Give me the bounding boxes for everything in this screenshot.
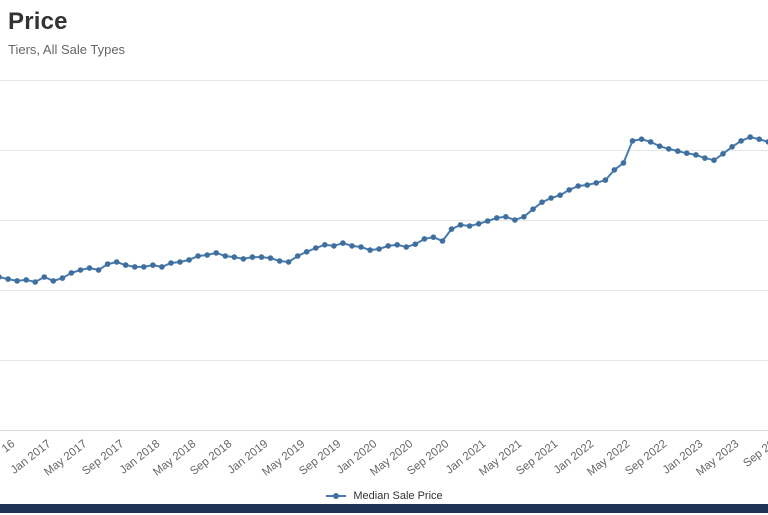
data-point-marker: [241, 256, 247, 262]
data-point-marker: [449, 226, 455, 232]
data-point-marker: [250, 254, 256, 260]
data-point-marker: [485, 218, 491, 224]
data-point-marker: [159, 264, 165, 270]
data-point-marker: [349, 243, 355, 249]
data-point-marker: [367, 247, 373, 253]
data-point-marker: [684, 150, 690, 156]
data-point-marker: [720, 151, 726, 157]
data-point-marker: [385, 243, 391, 249]
data-point-marker: [204, 252, 210, 258]
data-point-marker: [566, 187, 572, 193]
data-point-marker: [594, 180, 600, 186]
data-point-marker: [14, 278, 20, 284]
data-point-marker: [693, 152, 699, 158]
data-point-marker: [422, 236, 428, 242]
data-point-marker: [503, 214, 509, 220]
data-point-marker: [141, 264, 147, 270]
data-point-marker: [286, 259, 292, 265]
data-point-marker: [105, 261, 111, 267]
footer-bar: [0, 504, 768, 513]
data-point-marker: [42, 274, 48, 280]
data-point-marker: [340, 240, 346, 246]
data-point-marker: [60, 275, 66, 281]
data-point-marker: [612, 167, 618, 173]
data-point-marker: [69, 270, 75, 276]
data-point-marker: [295, 253, 301, 259]
data-point-marker: [467, 223, 473, 229]
data-point-marker: [557, 192, 563, 198]
data-point-marker: [575, 183, 581, 189]
gridlines: [0, 81, 768, 431]
data-point-marker: [23, 277, 29, 283]
data-point-marker: [186, 257, 192, 263]
data-point-marker: [277, 258, 283, 264]
legend: Median Sale Price: [0, 487, 768, 505]
data-point-marker: [675, 148, 681, 154]
data-point-marker: [177, 259, 183, 265]
data-point-marker: [32, 279, 38, 285]
data-point-marker: [168, 260, 174, 266]
data-point-marker: [132, 264, 138, 270]
data-point-marker: [476, 221, 482, 227]
data-point-marker: [0, 274, 2, 280]
data-point-marker: [512, 217, 518, 223]
data-point-marker: [530, 206, 536, 212]
data-point-marker: [51, 278, 57, 284]
data-point-marker: [5, 276, 11, 282]
data-point-marker: [458, 222, 464, 228]
data-point-marker: [621, 160, 627, 166]
data-point-marker: [259, 254, 265, 260]
data-point-marker: [87, 265, 93, 271]
data-point-marker: [322, 242, 328, 248]
data-point-marker: [738, 138, 744, 144]
data-point-marker: [603, 177, 609, 183]
data-point-marker: [548, 195, 554, 201]
data-point-marker: [123, 262, 129, 268]
data-point-marker: [440, 238, 446, 244]
price-line-chart: [0, 0, 768, 440]
data-point-marker: [358, 244, 364, 250]
data-point-marker: [114, 259, 120, 265]
data-point-marker: [313, 245, 319, 251]
data-point-marker: [539, 199, 545, 205]
data-point-marker: [648, 139, 654, 145]
data-point-marker: [413, 241, 419, 247]
data-point-marker: [585, 182, 591, 188]
series-median-sale-price: [0, 134, 768, 285]
data-point-marker: [521, 214, 527, 220]
data-point-marker: [232, 254, 238, 260]
data-point-marker: [394, 242, 400, 248]
data-point-marker: [78, 267, 84, 273]
data-point-marker: [666, 146, 672, 152]
data-point-marker: [702, 155, 708, 161]
data-point-marker: [747, 134, 753, 140]
data-point-marker: [404, 244, 410, 250]
data-point-marker: [431, 234, 437, 240]
data-point-marker: [331, 243, 337, 249]
data-point-marker: [223, 253, 229, 259]
data-point-marker: [213, 250, 219, 256]
data-point-marker: [304, 249, 310, 255]
data-point-marker: [376, 246, 382, 252]
data-point-marker: [657, 143, 663, 149]
data-point-marker: [639, 136, 645, 142]
data-point-marker: [630, 138, 636, 144]
data-point-marker: [729, 144, 735, 150]
data-point-marker: [756, 136, 762, 142]
data-point-marker: [711, 157, 717, 163]
data-point-marker: [150, 262, 156, 268]
data-point-marker: [268, 255, 274, 261]
data-point-marker: [195, 253, 201, 259]
data-point-marker: [96, 267, 102, 273]
data-point-marker: [494, 215, 500, 221]
legend-marker-icon[interactable]: [325, 490, 347, 502]
legend-item-median-sale-price[interactable]: Median Sale Price: [353, 490, 442, 502]
